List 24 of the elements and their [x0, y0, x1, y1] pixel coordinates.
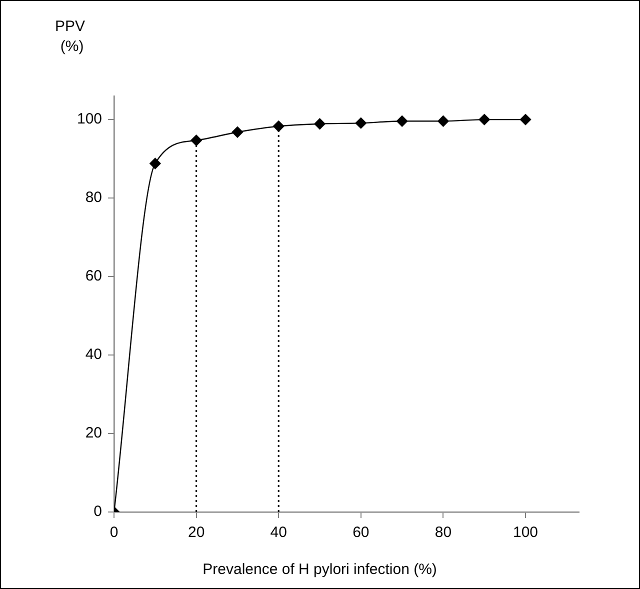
- x-tick-label: 60: [352, 524, 370, 542]
- y-axis-title: PPV (%): [55, 18, 86, 55]
- point: [273, 120, 284, 132]
- point: [190, 134, 202, 146]
- y-tick-label: 0: [94, 503, 102, 520]
- point: [438, 116, 449, 127]
- x-tick-label: 0: [110, 524, 118, 542]
- point: [314, 118, 326, 130]
- point: [232, 126, 244, 138]
- x-tick-label: 100: [512, 524, 538, 542]
- point: [396, 116, 408, 127]
- x-axis-title: Prevalence of H pylori infection (%): [202, 561, 437, 578]
- point: [478, 114, 490, 126]
- point: [150, 158, 161, 170]
- point: [355, 117, 367, 129]
- point: [520, 114, 532, 126]
- y-tick-label: 20: [85, 424, 102, 442]
- y-tick-label: 60: [85, 268, 102, 285]
- x-tick-label: 40: [270, 524, 287, 542]
- x-tick-label: 20: [188, 524, 205, 542]
- y-tick-label: 40: [85, 346, 102, 364]
- x-tick-label: 80: [434, 524, 452, 542]
- y-tick-label: 100: [76, 110, 102, 128]
- y-tick-label: 80: [85, 189, 102, 206]
